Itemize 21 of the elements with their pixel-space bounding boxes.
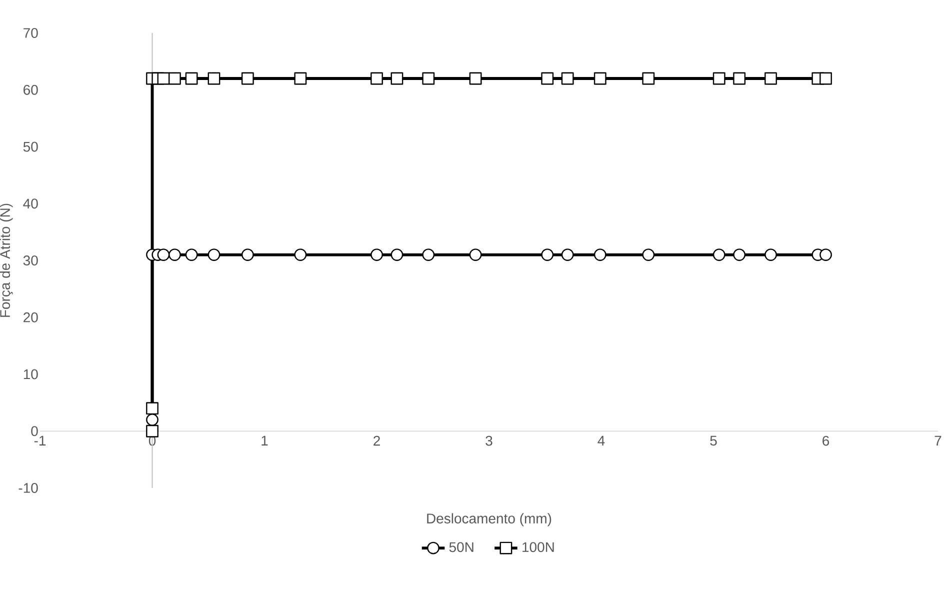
y-tick-label: 70 bbox=[24, 28, 38, 38]
y-tick-label: 40 bbox=[23, 198, 38, 209]
y-tick-label: 30 bbox=[23, 256, 38, 266]
y-tick-label: 50 bbox=[23, 142, 38, 152]
y-tick-label: 0 bbox=[31, 426, 38, 436]
y-tick-label: 20 bbox=[24, 312, 38, 322]
x-tick-label: 3 bbox=[486, 436, 492, 446]
x-tick-label: 7 bbox=[934, 436, 942, 446]
y-tick-label: 60 bbox=[24, 84, 38, 95]
x-tick-label: 2 bbox=[374, 436, 380, 446]
x-axis-title: Deslocamento (mm) bbox=[427, 513, 552, 526]
y-tick-label: -10 bbox=[18, 483, 38, 493]
x-tick-label: -1 bbox=[34, 436, 46, 446]
y-tick-label: 10 bbox=[24, 369, 38, 380]
x-tick-label: 5 bbox=[710, 436, 717, 446]
legend-label: 50N bbox=[449, 542, 474, 552]
y-axis-title: Força de Atrito (N) bbox=[0, 204, 13, 317]
legend-label: 100N bbox=[522, 542, 554, 552]
x-tick-label: 6 bbox=[822, 436, 830, 446]
x-tick-label: 4 bbox=[598, 436, 605, 446]
x-tick-label: 1 bbox=[262, 436, 268, 446]
